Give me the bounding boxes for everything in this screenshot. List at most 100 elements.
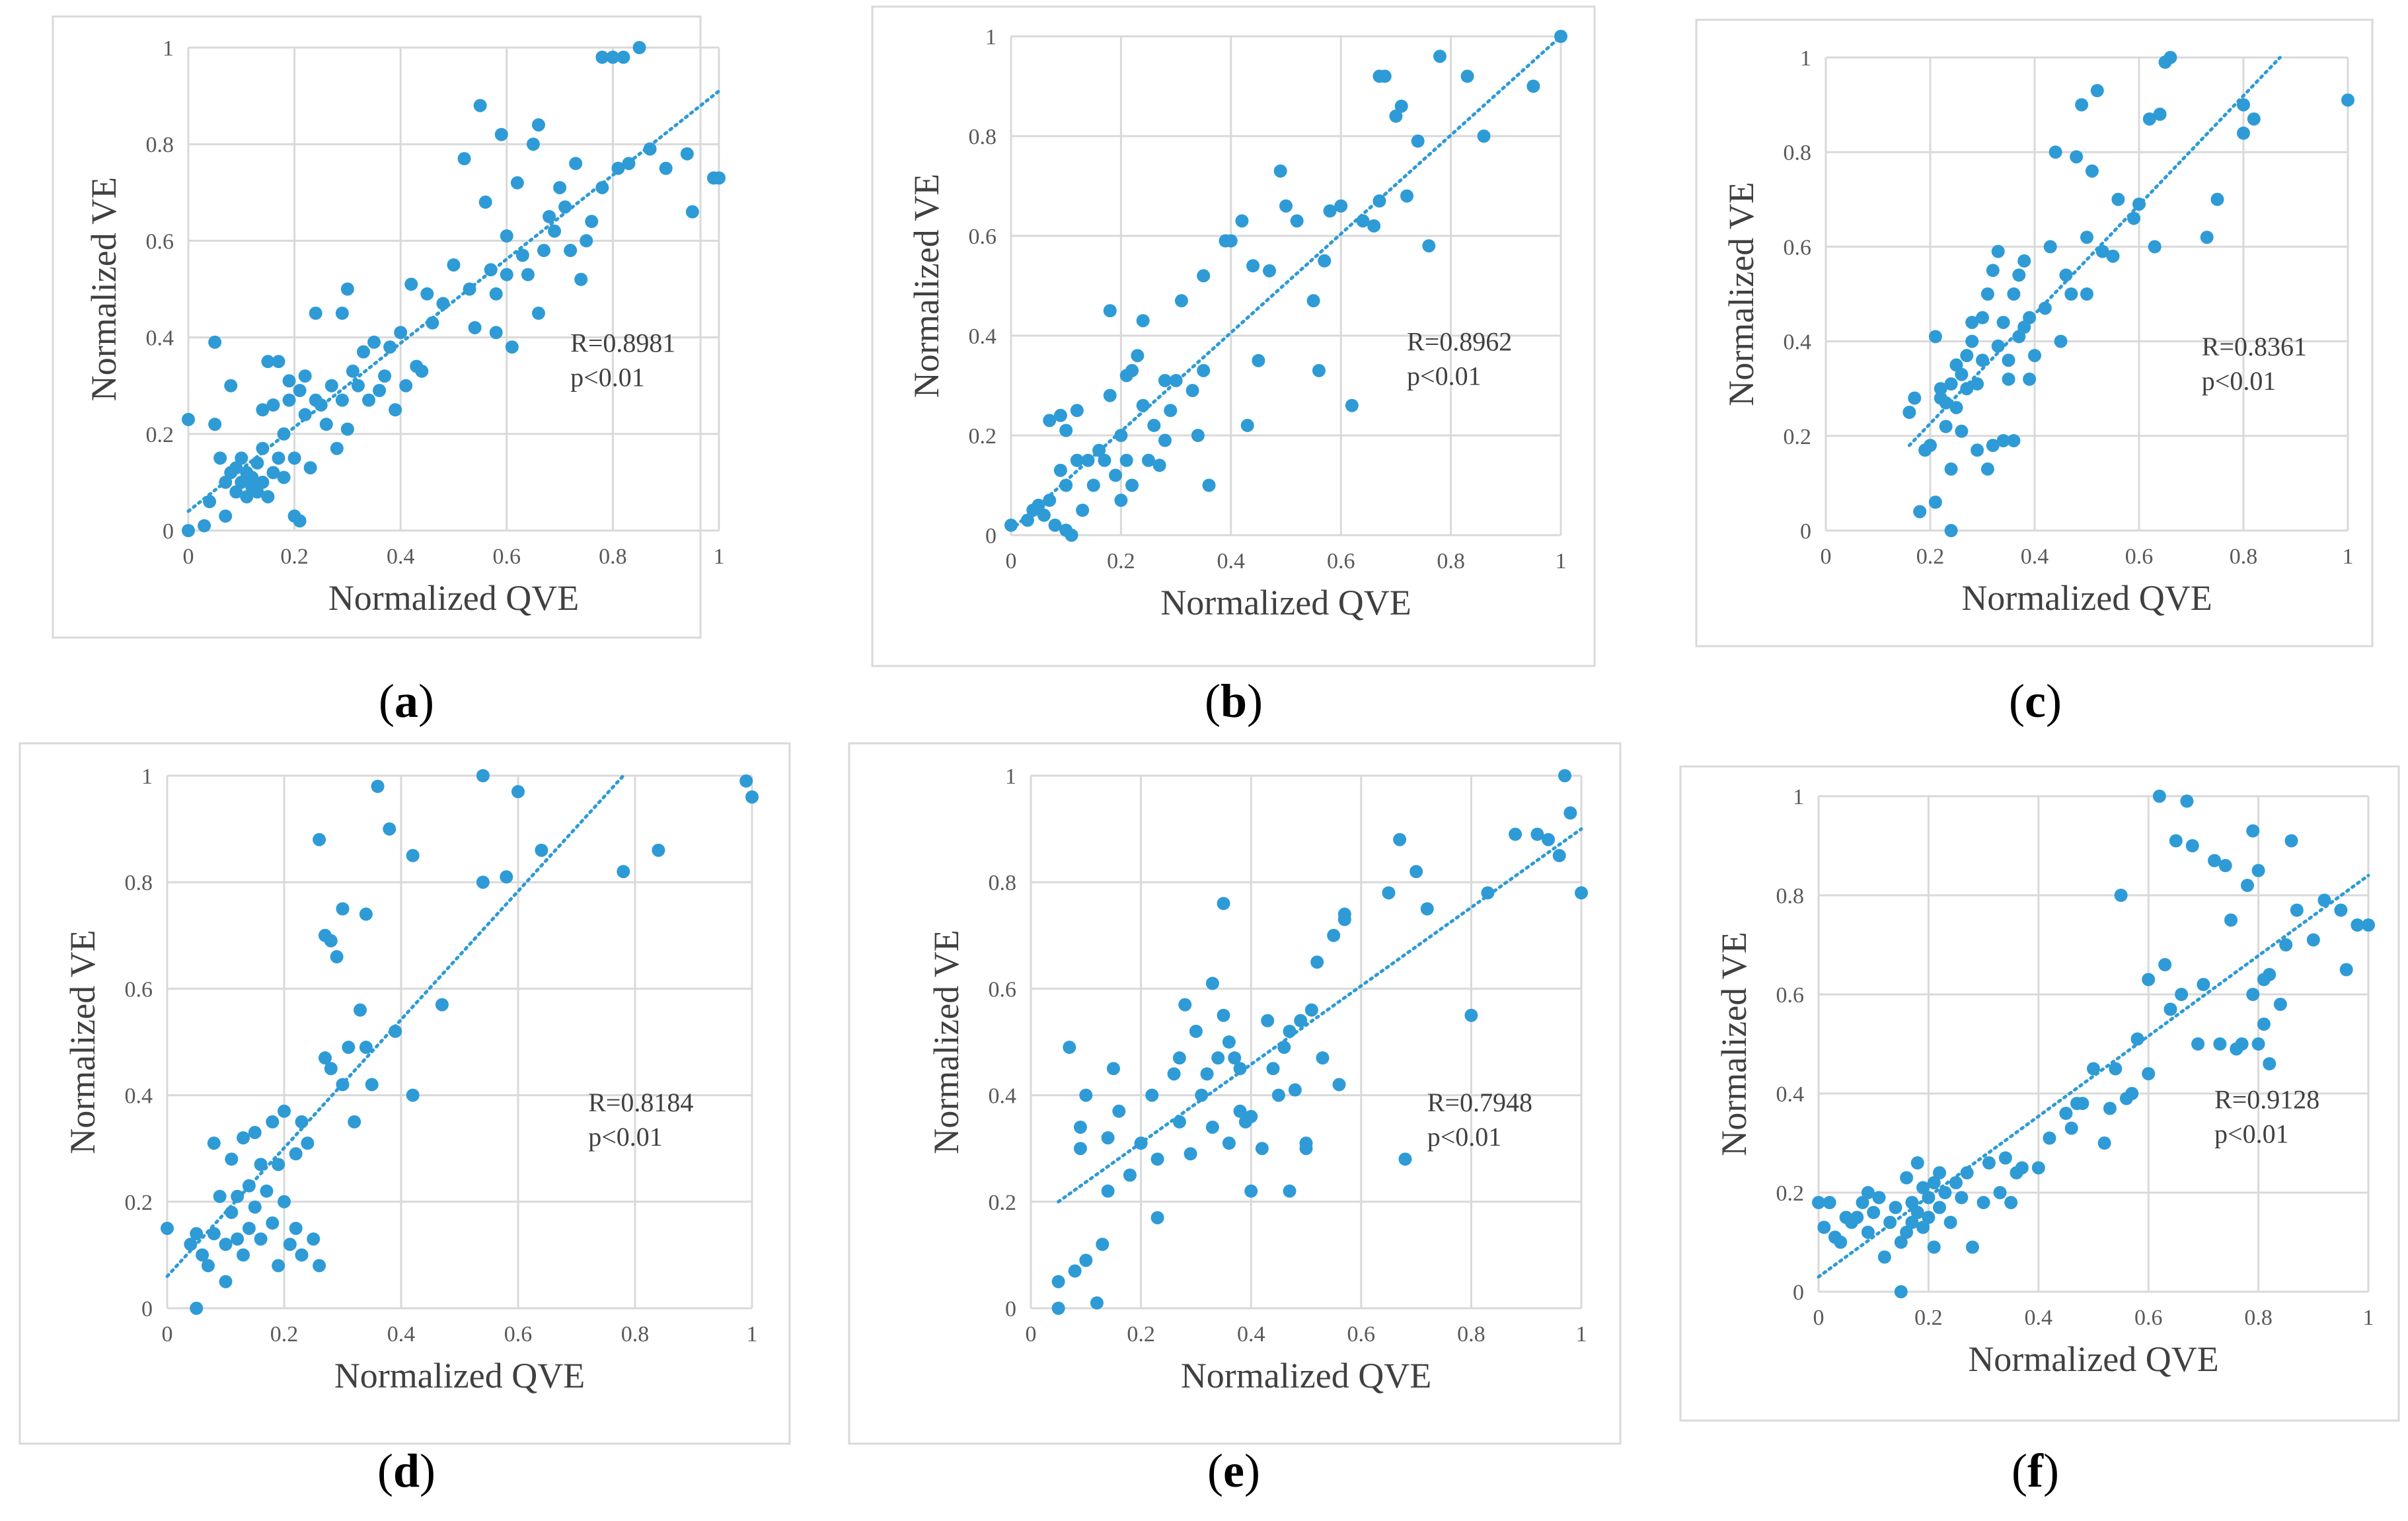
data-point [1090, 1296, 1104, 1310]
x-axis-label: Normalized QVE [1160, 583, 1411, 622]
data-point [2023, 372, 2037, 386]
data-point [1552, 848, 1566, 862]
data-point [219, 1238, 233, 1251]
data-point [293, 514, 307, 528]
data-point [1197, 363, 1211, 377]
data-point [1389, 109, 1403, 123]
data-point [1900, 1171, 1914, 1185]
x-tick-label: 1 [2343, 544, 2354, 569]
data-point [224, 379, 238, 392]
y-tick-label: 0.8 [1784, 141, 1812, 165]
caption-e: (e) [1207, 1444, 1260, 1497]
data-point [1150, 1152, 1164, 1166]
data-point [1980, 287, 1994, 301]
data-point [367, 335, 381, 349]
data-point [266, 466, 280, 480]
data-point [1184, 1147, 1197, 1161]
y-tick-label: 1 [1005, 764, 1016, 789]
data-point [2246, 824, 2260, 838]
y-tick-label: 0.8 [989, 871, 1017, 895]
data-point [354, 1003, 367, 1017]
data-point [1378, 69, 1392, 83]
data-point [1960, 349, 1974, 363]
data-point [1312, 363, 1326, 377]
y-tick-label: 0 [1793, 1280, 1804, 1305]
data-point [1965, 315, 1979, 329]
y-tick-label: 0 [1005, 1297, 1016, 1321]
data-point [190, 1302, 204, 1315]
data-point [2114, 889, 2128, 902]
data-point [2142, 1067, 2156, 1080]
data-point [2004, 1196, 2018, 1209]
data-point [2148, 240, 2162, 254]
data-point [1103, 389, 1117, 402]
data-point [256, 403, 270, 417]
data-point [1073, 1120, 1087, 1134]
data-point [606, 50, 620, 64]
y-tick-label: 0 [985, 524, 997, 548]
data-point [1332, 1078, 1346, 1092]
x-tick-label: 1 [1556, 549, 1567, 574]
data-point [2002, 372, 2015, 386]
data-point [1916, 1181, 1930, 1195]
caption-letter: c [2025, 675, 2046, 727]
data-point [1812, 1196, 1825, 1209]
data-point [2111, 192, 2125, 206]
y-axis-label: Normalized VE [63, 930, 102, 1154]
data-point [1982, 1156, 1996, 1169]
data-point [1288, 1083, 1302, 1097]
x-tick-label: 0.4 [1217, 549, 1246, 574]
y-tick-label: 0.6 [146, 229, 174, 254]
y-tick-label: 0 [163, 519, 174, 544]
data-point [256, 475, 270, 489]
data-point [2218, 859, 2232, 872]
caption-b: (b) [1204, 675, 1263, 727]
data-point [1101, 1184, 1115, 1198]
data-point [500, 229, 513, 243]
data-point [1051, 1302, 1065, 1315]
data-point [1263, 264, 1277, 278]
x-tick-label: 1 [747, 1322, 758, 1347]
data-point [2247, 112, 2261, 126]
data-point [2103, 1101, 2117, 1115]
data-point [240, 490, 254, 503]
data-point [535, 843, 548, 857]
data-point [1913, 505, 1927, 519]
data-point [1910, 1206, 1924, 1219]
data-point [2125, 1087, 2139, 1100]
data-point [617, 865, 630, 879]
trend-line [1907, 56, 2282, 447]
data-point [1119, 453, 1133, 467]
data-point [301, 1136, 315, 1150]
data-point [1334, 199, 1348, 213]
y-axis-label: Normalized VE [926, 930, 966, 1154]
x-tick-label: 0.6 [2134, 1306, 2163, 1330]
trend-line [186, 89, 721, 513]
data-point [712, 171, 726, 185]
data-point [1098, 453, 1111, 467]
y-tick-label: 0 [1800, 519, 1811, 544]
correlation-label: R=0.9128 [2214, 1085, 2319, 1115]
data-point [1976, 1196, 1990, 1209]
data-point [336, 902, 350, 916]
data-point [1200, 1067, 1214, 1081]
trend-line [1817, 873, 2370, 1279]
data-point [1927, 1240, 1941, 1254]
data-point [2043, 1131, 2056, 1145]
data-point [182, 412, 195, 426]
data-point [457, 152, 471, 166]
caption-letter: a [395, 675, 418, 727]
data-point [1222, 1035, 1236, 1049]
data-point [1217, 897, 1230, 910]
data-point [595, 50, 609, 64]
data-point [515, 248, 529, 262]
data-point [2106, 249, 2120, 263]
data-point [2251, 1037, 2265, 1051]
data-point [1850, 1210, 1864, 1224]
data-point [685, 205, 699, 219]
data-point [1004, 518, 1018, 532]
data-point [1877, 1250, 1891, 1264]
data-point [161, 1222, 174, 1236]
